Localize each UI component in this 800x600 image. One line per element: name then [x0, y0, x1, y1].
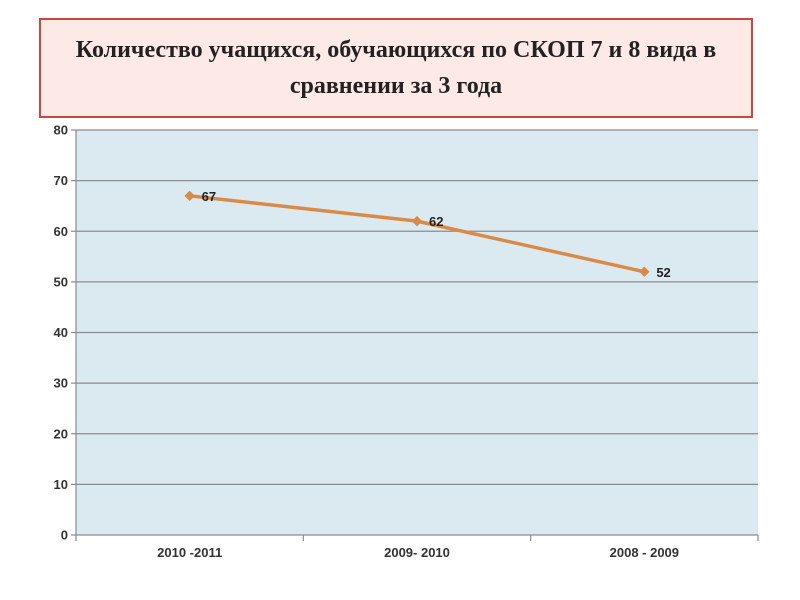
y-tick-label: 20	[54, 426, 68, 441]
data-label: 67	[202, 189, 216, 204]
y-tick-label: 10	[54, 477, 68, 492]
y-tick-label: 70	[54, 173, 68, 188]
y-tick-label: 0	[61, 528, 68, 543]
x-tick-label: 2010 -2011	[157, 545, 222, 560]
data-point	[639, 266, 650, 277]
y-tick-label: 80	[54, 123, 68, 138]
x-tick-label: 2008 - 2009	[610, 545, 679, 560]
data-point	[184, 190, 195, 202]
y-tick-label: 60	[54, 224, 68, 239]
x-tick-label: 2009- 2010	[384, 545, 450, 560]
data-point	[411, 215, 423, 227]
chart-title-box: Количество учащихся, обучающихся по СКОП…	[39, 18, 753, 118]
data-label: 62	[429, 214, 443, 229]
y-tick-label: 50	[54, 274, 68, 289]
chart-title: Количество учащихся, обучающихся по СКОП…	[75, 37, 717, 99]
y-tick-label: 30	[54, 376, 68, 391]
data-label: 52	[656, 265, 670, 280]
y-tick-label: 40	[54, 325, 68, 340]
